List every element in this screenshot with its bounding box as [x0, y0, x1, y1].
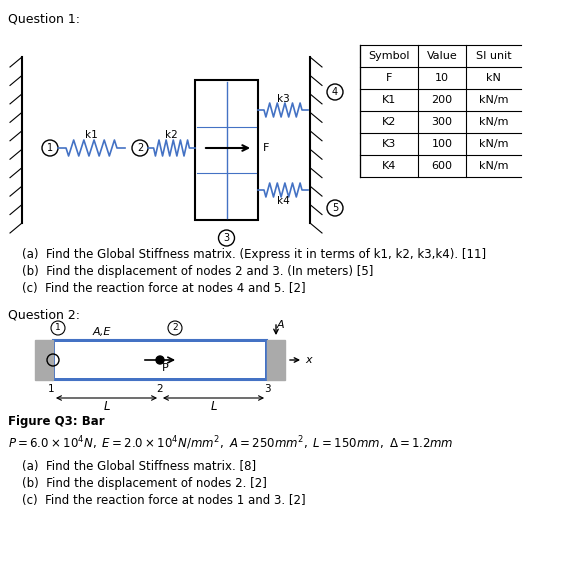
Text: K1: K1	[382, 95, 396, 105]
Text: 5: 5	[332, 203, 338, 213]
Bar	[195, 80, 258, 220]
Circle shape	[156, 356, 164, 364]
Text: 200: 200	[431, 95, 453, 105]
Text: K2: K2	[382, 117, 396, 127]
Text: 3: 3	[264, 384, 270, 394]
Text: x: x	[305, 355, 312, 365]
Text: 1: 1	[48, 384, 54, 394]
Text: 2: 2	[137, 143, 143, 153]
Text: kN: kN	[486, 73, 501, 83]
Text: K4: K4	[382, 161, 396, 171]
Text: SI unit: SI unit	[476, 51, 511, 61]
Text: 3: 3	[224, 233, 229, 243]
Text: 100: 100	[431, 139, 453, 149]
Text: 4: 4	[332, 87, 338, 97]
Text: Symbol: Symbol	[368, 51, 410, 61]
Text: Value: Value	[427, 51, 457, 61]
Text: L: L	[104, 399, 110, 413]
Text: kN/m: kN/m	[479, 117, 508, 127]
Text: (b)  Find the displacement of nodes 2. [2]: (b) Find the displacement of nodes 2. [2…	[22, 477, 267, 490]
Text: k3: k3	[277, 94, 289, 104]
Text: 300: 300	[431, 117, 453, 127]
Text: (a)  Find the Global Stiffness matrix. [8]: (a) Find the Global Stiffness matrix. [8…	[22, 460, 256, 473]
Text: k4: k4	[277, 196, 289, 206]
Text: 1: 1	[47, 143, 53, 153]
Text: 2: 2	[172, 324, 178, 332]
Text: k2: k2	[165, 130, 178, 140]
Text: kN/m: kN/m	[479, 161, 508, 171]
Bar	[35, 340, 53, 380]
Text: Question 2:: Question 2:	[8, 308, 80, 321]
Text: F: F	[386, 73, 392, 83]
Text: k1: k1	[85, 130, 98, 140]
Bar	[55, 342, 265, 378]
Bar	[267, 340, 285, 380]
Text: 2: 2	[156, 384, 163, 394]
Text: kN/m: kN/m	[479, 139, 508, 149]
Text: Figure Q3: Bar: Figure Q3: Bar	[8, 415, 105, 428]
Text: Question 1:: Question 1:	[8, 12, 80, 25]
Text: A: A	[277, 320, 285, 330]
Text: (a)  Find the Global Stiffness matrix. (Express it in terms of k1, k2, k3,k4). [: (a) Find the Global Stiffness matrix. (E…	[22, 248, 486, 261]
Text: L: L	[210, 399, 217, 413]
Text: P: P	[162, 363, 168, 373]
Text: K3: K3	[382, 139, 396, 149]
Text: 600: 600	[431, 161, 453, 171]
Text: $P = 6.0 \times 10^4 N,\ E = 2.0 \times 10^4 N/mm^2,\ A = 250mm^2,\ L = 150mm,\ : $P = 6.0 \times 10^4 N,\ E = 2.0 \times …	[8, 434, 454, 452]
Bar	[53, 340, 267, 380]
Text: (c)  Find the reaction force at nodes 1 and 3. [2]: (c) Find the reaction force at nodes 1 a…	[22, 494, 306, 507]
Text: 10: 10	[435, 73, 449, 83]
Text: 1: 1	[55, 324, 61, 332]
Text: kN/m: kN/m	[479, 95, 508, 105]
Text: F: F	[263, 143, 269, 153]
Text: (c)  Find the reaction force at nodes 4 and 5. [2]: (c) Find the reaction force at nodes 4 a…	[22, 282, 306, 295]
Text: A,E: A,E	[93, 327, 110, 337]
Text: (b)  Find the displacement of nodes 2 and 3. (In meters) [5]: (b) Find the displacement of nodes 2 and…	[22, 265, 373, 278]
